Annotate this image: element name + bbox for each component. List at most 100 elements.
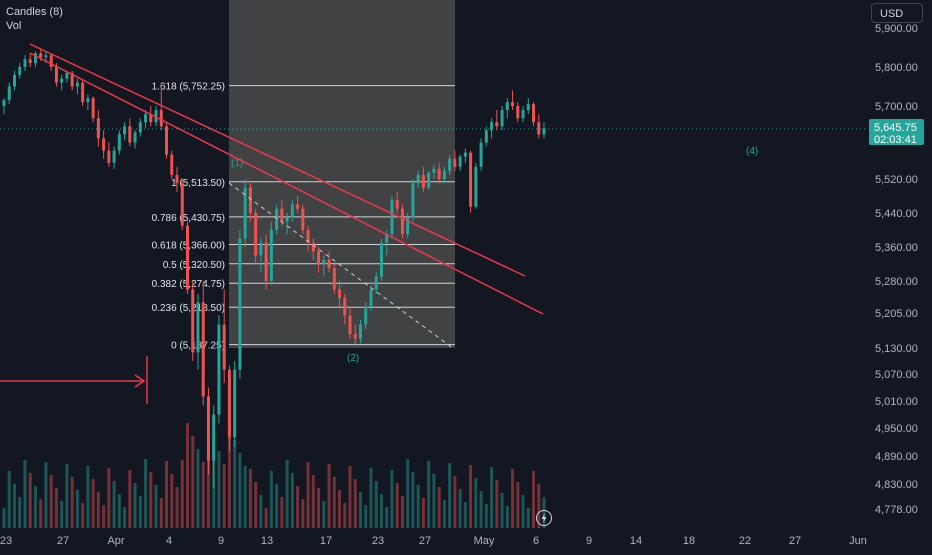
candle-body[interactable] [112, 150, 116, 163]
candle-body[interactable] [81, 82, 85, 103]
candle-body[interactable] [359, 324, 363, 339]
candle-body[interactable] [537, 122, 541, 135]
time-axis[interactable] [0, 530, 868, 550]
candle-body[interactable] [343, 298, 347, 316]
candle-body[interactable] [469, 152, 473, 207]
candle-body[interactable] [117, 134, 121, 151]
candle-body[interactable] [264, 242, 268, 281]
candle-body[interactable] [217, 324, 221, 415]
candle-body[interactable] [511, 102, 515, 106]
candle-body[interactable] [385, 234, 389, 243]
candle-body[interactable] [490, 122, 494, 131]
candle-body[interactable] [379, 242, 383, 277]
candle-body[interactable] [170, 154, 174, 175]
candle-body[interactable] [495, 122, 499, 127]
candle-body[interactable] [254, 213, 258, 256]
candle-body[interactable] [338, 289, 342, 299]
candle-body[interactable] [416, 174, 420, 184]
candle-body[interactable] [185, 225, 189, 290]
candle-body[interactable] [259, 242, 263, 256]
candle-body[interactable] [411, 183, 415, 218]
candle-body[interactable] [306, 230, 310, 243]
candle-body[interactable] [437, 168, 441, 179]
price-candles[interactable] [2, 49, 546, 489]
candle-body[interactable] [159, 110, 163, 127]
candle-body[interactable] [505, 102, 509, 111]
candle-body[interactable] [133, 132, 137, 143]
candle-body[interactable] [348, 315, 352, 334]
candle-body[interactable] [33, 53, 37, 64]
candle-body[interactable] [432, 168, 436, 173]
candle-body[interactable] [526, 104, 530, 111]
candle-body[interactable] [196, 302, 200, 353]
candle-body[interactable] [479, 142, 483, 167]
candle-body[interactable] [374, 276, 378, 290]
candle-body[interactable] [442, 170, 446, 179]
candle-body[interactable] [516, 106, 520, 119]
candle-body[interactable] [212, 414, 216, 461]
candle-body[interactable] [248, 187, 252, 214]
candle-body[interactable] [18, 67, 22, 75]
trendline-upper[interactable] [29, 43, 526, 277]
candle-body[interactable] [275, 208, 279, 230]
candle-body[interactable] [75, 82, 79, 87]
candle-body[interactable] [44, 55, 48, 58]
candle-body[interactable] [238, 238, 242, 370]
price-axis[interactable] [868, 0, 932, 550]
candle-body[interactable] [474, 166, 478, 207]
candle-body[interactable] [427, 172, 431, 188]
candle-body[interactable] [49, 55, 53, 67]
candle-body[interactable] [400, 208, 404, 235]
candle-body[interactable] [484, 130, 488, 143]
candle-body[interactable] [28, 59, 32, 64]
candle-body[interactable] [390, 200, 394, 235]
candle-body[interactable] [70, 72, 74, 87]
candle-body[interactable] [369, 289, 373, 307]
candle-body[interactable] [532, 104, 536, 123]
lightning-icon[interactable] [536, 510, 552, 526]
candle-body[interactable] [332, 268, 336, 290]
candle-body[interactable] [54, 67, 58, 83]
candle-body[interactable] [102, 138, 106, 151]
candle-body[interactable] [317, 251, 321, 264]
candle-body[interactable] [322, 259, 326, 264]
candle-body[interactable] [364, 306, 368, 325]
candle-body[interactable] [395, 200, 399, 209]
fib-retracement-zone[interactable] [229, 0, 455, 348]
candle-body[interactable] [280, 208, 284, 222]
candle-body[interactable] [7, 86, 11, 101]
candle-body[interactable] [448, 158, 452, 171]
candle-body[interactable] [154, 110, 158, 123]
candle-body[interactable] [12, 74, 16, 87]
candle-body[interactable] [421, 174, 425, 188]
candle-body[interactable] [521, 110, 525, 119]
candle-body[interactable] [500, 110, 504, 127]
candle-body[interactable] [123, 126, 127, 135]
candle-body[interactable] [243, 187, 247, 239]
candle-body[interactable] [201, 302, 205, 397]
candle-body[interactable] [311, 242, 315, 252]
trendline-lower[interactable] [29, 52, 544, 315]
candle-body[interactable] [233, 369, 237, 438]
candle-body[interactable] [222, 324, 226, 370]
candle-body[interactable] [165, 126, 169, 155]
candle-body[interactable] [453, 158, 457, 167]
candle-body[interactable] [301, 208, 305, 230]
candle-body[interactable] [463, 152, 467, 157]
candle-body[interactable] [458, 156, 462, 167]
candle-body[interactable] [144, 114, 148, 123]
candle-body[interactable] [191, 289, 195, 353]
candle-body[interactable] [327, 259, 331, 269]
candle-body[interactable] [542, 128, 546, 135]
candle-body[interactable] [227, 369, 231, 438]
candle-body[interactable] [39, 53, 43, 58]
candle-body[interactable] [296, 204, 300, 209]
candle-body[interactable] [180, 183, 184, 226]
candle-body[interactable] [206, 396, 210, 461]
candle-body[interactable] [96, 118, 100, 139]
candle-body[interactable] [269, 230, 273, 281]
candle-body[interactable] [175, 174, 179, 184]
candle-body[interactable] [65, 72, 69, 79]
